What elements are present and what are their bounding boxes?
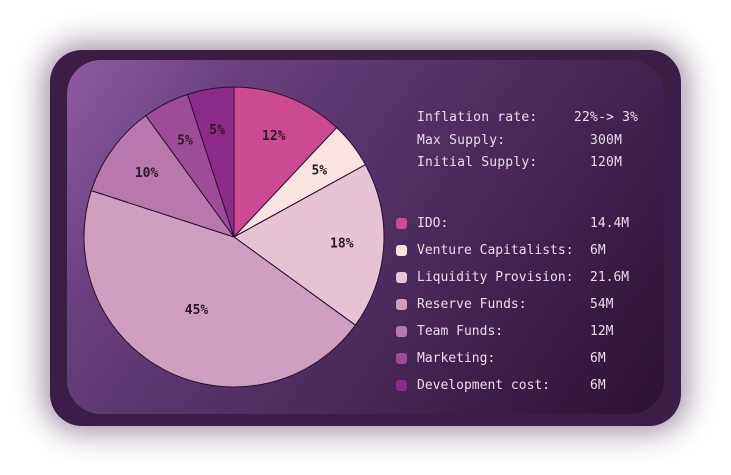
pie-slice <box>187 86 235 238</box>
pie-slice <box>233 164 385 326</box>
legend-label: Venture Capitalists: <box>417 243 574 258</box>
legend-label: Development cost: <box>417 378 551 393</box>
pie-labels: 12% 5% 18% 45% 10% 5% 5% <box>135 123 354 318</box>
legend-swatch <box>396 272 407 283</box>
legend-label: Marketing: <box>417 351 496 366</box>
pie-slice-label: 5% <box>311 163 327 178</box>
legend-item: Team Funds: 12M <box>396 324 656 341</box>
legend-value: 54M <box>590 297 614 312</box>
legend-item: Venture Capitalists: 6M <box>396 243 656 260</box>
pie-slice-label: 5% <box>177 133 193 148</box>
legend-value: 6M <box>590 378 606 393</box>
pie-slice-label: 5% <box>209 123 225 138</box>
legend-value: 12M <box>590 324 614 339</box>
legend-item: Development cost: 6M <box>396 378 656 395</box>
legend-value: 21.6M <box>590 270 630 285</box>
max-supply-value: 300M <box>590 133 623 148</box>
inflation-label: Inflation rate: <box>417 110 538 125</box>
legend-swatch <box>396 245 407 256</box>
legend-label: IDO: <box>417 216 449 231</box>
legend-label: Liquidity Provision: <box>417 270 574 285</box>
initial-supply-label: Initial Supply: <box>417 155 538 170</box>
pie-slice <box>233 86 338 239</box>
pie-slice-label: 10% <box>135 166 159 181</box>
legend-item: IDO: 14.4M <box>396 216 656 233</box>
legend-item: Marketing: 6M <box>396 351 656 368</box>
pie-slice-label: 12% <box>262 129 286 144</box>
legend-swatch <box>396 218 407 229</box>
pie-slice-label: 45% <box>185 303 209 318</box>
legend-item: Liquidity Provision: 21.6M <box>396 270 656 287</box>
pie-slices <box>83 86 385 388</box>
pie-slice-label: 18% <box>330 236 354 251</box>
legend-label: Team Funds: <box>417 324 504 339</box>
legend-swatch <box>396 380 407 391</box>
legend-item: Reserve Funds: 54M <box>396 297 656 314</box>
legend-value: 6M <box>590 243 606 258</box>
legend-label: Reserve Funds: <box>417 297 527 312</box>
pie-slice <box>90 114 236 238</box>
inflation-value: 22%-> 3% <box>574 110 639 125</box>
legend-swatch <box>396 326 407 337</box>
pie-slice <box>83 190 357 388</box>
legend-value: 14.4M <box>590 216 630 231</box>
legend-swatch <box>396 299 407 310</box>
legend-swatch <box>396 353 407 364</box>
info-row-inflation: Inflation rate: 22%-> 3% <box>417 110 638 155</box>
max-supply-label: Max Supply: <box>417 133 506 148</box>
legend-value: 6M <box>590 351 606 366</box>
info-row-max-supply: Max Supply: 300M <box>417 133 622 178</box>
info-row-initial-supply: Initial Supply: 120M <box>417 155 622 200</box>
initial-supply-value: 120M <box>590 155 623 170</box>
